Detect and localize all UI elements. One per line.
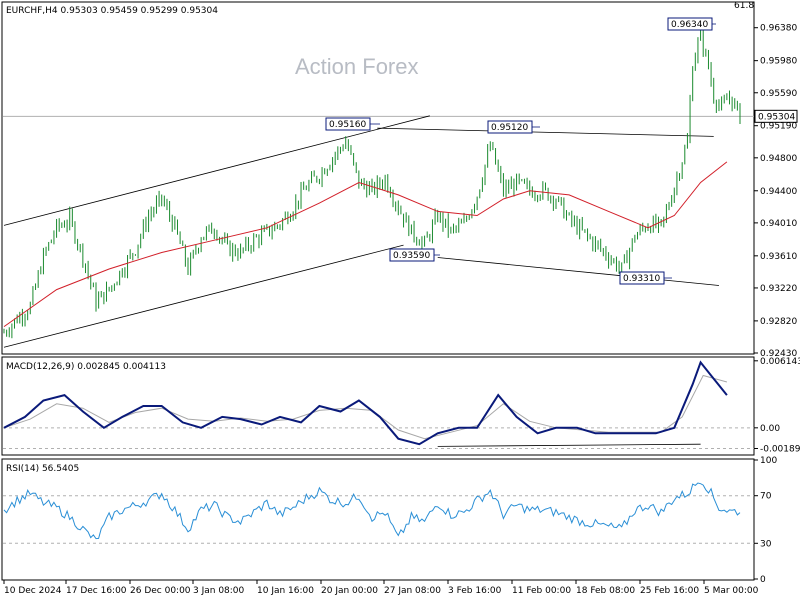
price-tick-label: 0.95980 — [760, 57, 797, 67]
price-annotation-label: 0.95160 — [329, 120, 366, 130]
x-tick-label: 17 Dec 16:00 — [66, 586, 127, 596]
resistance-line — [377, 127, 714, 137]
price-tick-label: 0.94800 — [760, 154, 797, 164]
macd-tick-label: 0.00 — [760, 424, 780, 434]
rsi-title: RSI(14) 56.5405 — [6, 464, 79, 474]
price-annotation-label: 0.95120 — [491, 123, 528, 133]
macd-series: 0.006143 0.00 -0.001896 — [3, 357, 800, 455]
macd-signal-line — [3, 374, 728, 440]
x-tick-label: 10 Dec 2024 — [4, 586, 62, 596]
symbol-header: EURCHF,H4 0.95303 0.95459 0.95299 0.9530… — [6, 6, 218, 16]
corner-value: 61.8 — [734, 1, 754, 11]
x-tick-label: 11 Feb 00:00 — [512, 586, 571, 596]
rsi-tick-label: 70 — [760, 492, 772, 502]
price-panel-frame — [1, 1, 755, 355]
price-tick-label: 0.92430 — [760, 349, 797, 359]
rsi-panel-frame — [1, 458, 755, 581]
current-price-box — [754, 109, 798, 123]
x-tick-label: 10 Jan 16:00 — [257, 586, 314, 596]
macd-panel-frame — [1, 356, 755, 456]
macd-support-line — [437, 443, 701, 447]
channel-lower-line — [3, 244, 404, 348]
x-tick-label: 25 Feb 16:00 — [640, 586, 699, 596]
price-tick-label: 0.93610 — [760, 252, 797, 262]
rsi-series: 100 70 30 0 — [3, 456, 777, 585]
price-tick-label: 0.92820 — [760, 317, 797, 327]
x-tick-label: 5 Mar 00:00 — [704, 586, 759, 596]
price-tick-label: 0.95590 — [760, 89, 797, 99]
price-tick-label: 0.96380 — [760, 24, 797, 34]
x-axis: 10 Dec 2024 17 Dec 16:00 26 Dec 00:00 3 Jan… — [3, 580, 759, 596]
channel-upper-line — [3, 115, 430, 226]
price-annotations: 0.96340 0.95160 0.95120 0.93590 0.93310 — [325, 17, 716, 285]
rsi-tick-label: 100 — [760, 456, 777, 466]
moving-average — [3, 161, 728, 328]
price-tick-label: 0.94400 — [760, 187, 797, 197]
macd-tick-label: -0.001896 — [760, 445, 800, 455]
macd-main-line — [3, 360, 728, 446]
x-tick-label: 27 Jan 08:00 — [384, 586, 441, 596]
rsi-tick-label: 0 — [760, 575, 766, 585]
watermark: Action Forex — [295, 54, 419, 79]
price-tick-label: 0.95190 — [760, 122, 797, 132]
support-line — [437, 257, 720, 286]
price-y-axis: 0.96380 0.95980 0.95590 0.95190 0.94800 0.944… — [3, 24, 798, 359]
x-tick-label: 20 Jan 00:00 — [321, 586, 378, 596]
macd-tick-label: 0.006143 — [760, 357, 800, 367]
macd-title: MACD(12,26,9) 0.002845 0.004113 — [6, 362, 166, 372]
price-trendlines — [3, 115, 720, 348]
rsi-line — [3, 482, 741, 540]
ma-line — [3, 161, 728, 328]
price-tick-label: 0.94010 — [760, 219, 797, 229]
rsi-tick-label: 30 — [760, 539, 772, 549]
x-tick-label: 18 Feb 08:00 — [576, 586, 635, 596]
price-annotation-label: 0.96340 — [671, 20, 708, 30]
current-price-label: 0.95304 — [758, 112, 795, 122]
x-tick-label: 3 Jan 08:00 — [193, 586, 245, 596]
x-tick-label: 3 Feb 16:00 — [448, 586, 502, 596]
price-annotation-label: 0.93590 — [393, 251, 430, 261]
candlestick-series — [3, 22, 741, 339]
price-annotation-label: 0.93310 — [623, 274, 660, 284]
price-tick-label: 0.93220 — [760, 284, 797, 294]
x-tick-label: 26 Dec 00:00 — [130, 586, 191, 596]
